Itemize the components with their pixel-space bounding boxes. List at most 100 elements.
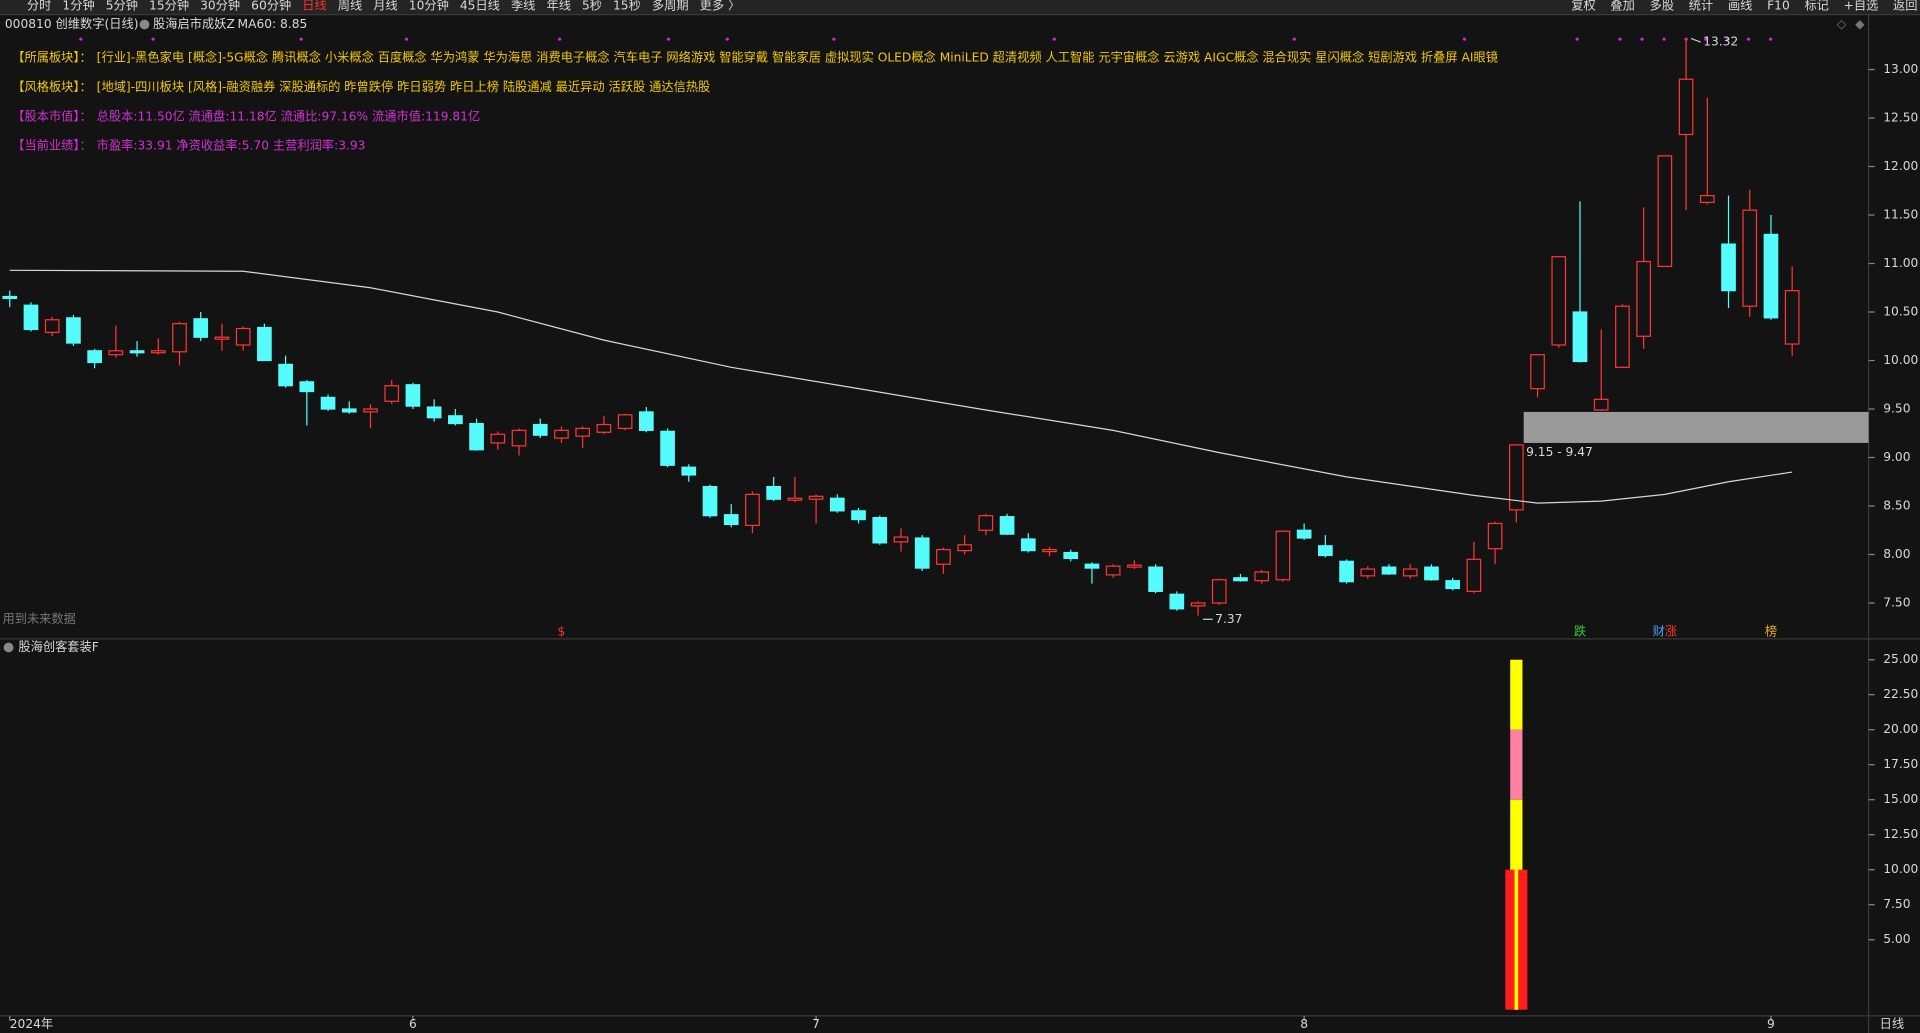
toolbar-item[interactable]: 周线 bbox=[338, 0, 362, 13]
candle-body bbox=[1636, 260, 1651, 337]
candle-body bbox=[320, 396, 336, 410]
candle-body bbox=[532, 423, 548, 436]
candle-body bbox=[405, 384, 421, 407]
signal-part: 财 bbox=[1653, 624, 1665, 638]
toolbar-item[interactable]: 更多 〉 bbox=[700, 0, 741, 13]
candle-body bbox=[766, 485, 782, 500]
y-tick-label: 20.00 bbox=[1883, 722, 1918, 736]
diamond-icon[interactable]: ◇ bbox=[1837, 17, 1847, 31]
candle-body bbox=[150, 350, 166, 354]
info-text: 市盈率:33.91 净资收益率:5.70 主营利润率:3.93 bbox=[97, 137, 366, 152]
toolbar-item[interactable]: 60分钟 bbox=[251, 0, 291, 13]
candle-body bbox=[2, 295, 18, 300]
toolbar-item[interactable]: 统计 bbox=[1689, 0, 1713, 13]
candle-body bbox=[172, 323, 187, 353]
toolbar-item[interactable]: 多周期 bbox=[652, 0, 689, 13]
signal-part: 跌 bbox=[1574, 623, 1586, 638]
toolbar-item[interactable]: F10 bbox=[1767, 0, 1790, 13]
candle-body bbox=[723, 514, 739, 526]
candle-body bbox=[660, 430, 675, 466]
toolbar-item[interactable]: 5分钟 bbox=[106, 0, 138, 13]
candle-body bbox=[1318, 545, 1333, 557]
signal-dot bbox=[79, 37, 83, 41]
signal-part: 涨 bbox=[1665, 623, 1677, 638]
candle-body bbox=[1169, 593, 1185, 610]
signal-dot bbox=[299, 37, 303, 41]
toolbar-item[interactable]: 45日线 bbox=[460, 0, 500, 13]
candle-body bbox=[638, 411, 654, 431]
toolbar-item[interactable]: 叠加 bbox=[1610, 0, 1634, 13]
candle-body bbox=[808, 495, 824, 500]
toolbar-item[interactable]: 返回 bbox=[1893, 0, 1917, 13]
candle-body bbox=[851, 510, 866, 521]
candle-body bbox=[1275, 530, 1291, 581]
toolbar-item[interactable]: 分时 bbox=[27, 0, 51, 13]
candle-body bbox=[341, 408, 357, 413]
toolbar-item[interactable]: 季线 bbox=[511, 0, 535, 13]
toolbar-item[interactable]: 多股 bbox=[1650, 0, 1674, 13]
signal-dot bbox=[1462, 37, 1467, 41]
toolbar-item[interactable]: 15秒 bbox=[613, 0, 641, 13]
x-tick-label: 2024年 bbox=[10, 1017, 53, 1031]
candle-body bbox=[384, 385, 400, 402]
candle-body bbox=[278, 363, 293, 387]
candle-body bbox=[1127, 564, 1142, 568]
y-tick-label: 10.00 bbox=[1883, 353, 1918, 367]
price-zone bbox=[1523, 411, 1869, 443]
future-data-note: 用到未来数据 bbox=[2, 611, 75, 626]
candle-body bbox=[1466, 558, 1482, 592]
candle-body bbox=[1339, 560, 1354, 583]
candle-body bbox=[575, 427, 591, 437]
info-line: 【股本市值】： 总股本:11.50亿 流通盘:11.18亿 流通比:97.16% … bbox=[12, 108, 480, 123]
candle-body bbox=[1508, 444, 1524, 511]
candle-body bbox=[957, 544, 972, 552]
candle-body bbox=[1360, 568, 1376, 577]
indicator-icon[interactable] bbox=[3, 642, 14, 653]
y-tick-label: 11.00 bbox=[1883, 256, 1918, 270]
stock-title: 000810 创维数字(日线) bbox=[5, 16, 139, 31]
info-line: 【当前业绩】： 市盈率:33.91 净资收益率:5.70 主营利润率:3.93 bbox=[12, 137, 365, 152]
candle-body bbox=[257, 326, 272, 362]
signal-dot bbox=[1726, 37, 1730, 41]
indicator-icon[interactable] bbox=[139, 19, 150, 30]
candle-body bbox=[426, 406, 442, 419]
toolbar-item[interactable]: 复权 bbox=[1571, 0, 1595, 13]
toolbar-item[interactable]: 标记 bbox=[1804, 0, 1828, 13]
toolbar-item[interactable]: 月线 bbox=[373, 0, 397, 13]
candle-body bbox=[617, 414, 633, 430]
toolbar-item[interactable]: 1分钟 bbox=[62, 0, 94, 13]
signal: 跌 bbox=[1574, 623, 1586, 638]
candle-body bbox=[1190, 602, 1206, 607]
zone-label: 9.15 - 9.47 bbox=[1526, 445, 1593, 459]
toolbar-item[interactable]: 5秒 bbox=[582, 0, 602, 13]
toolbar-item[interactable]: 10分钟 bbox=[409, 0, 449, 13]
candle-body bbox=[87, 350, 102, 364]
toolbar-item[interactable]: +自选 bbox=[1844, 0, 1879, 13]
candle-body bbox=[787, 497, 803, 501]
candle-body bbox=[702, 485, 718, 517]
y-tick-label: 12.00 bbox=[1883, 159, 1918, 173]
info-text: [地域]-四川板块 [风格]-融资融券 深股通标的 昨曾跌停 昨日弱势 昨日上榜… bbox=[97, 78, 711, 93]
candle-body bbox=[511, 429, 527, 447]
y-tick-label: 9.00 bbox=[1883, 450, 1910, 464]
toolbar-item[interactable]: 30分钟 bbox=[200, 0, 240, 13]
candle-body bbox=[1678, 78, 1694, 136]
candle-body bbox=[1084, 563, 1100, 569]
x-tick-label: 7 bbox=[812, 1017, 820, 1031]
candle-body bbox=[1445, 580, 1461, 590]
info-label: 【当前业绩】： bbox=[12, 137, 92, 152]
info-label: 【股本市值】： bbox=[12, 108, 92, 123]
indicator-bar bbox=[1510, 799, 1523, 870]
toolbar-item[interactable]: 15分钟 bbox=[149, 0, 189, 13]
menu-icon[interactable]: ◆ bbox=[1855, 17, 1865, 31]
signal-dot bbox=[1052, 37, 1056, 41]
candle-body bbox=[554, 429, 569, 439]
toolbar-item[interactable]: 画线 bbox=[1728, 0, 1752, 13]
candle-body bbox=[1020, 538, 1036, 552]
toolbar-item[interactable]: 日线 bbox=[302, 0, 326, 13]
low-label: 7.37 bbox=[1215, 612, 1242, 626]
candle-body bbox=[1551, 256, 1567, 346]
toolbar-item[interactable]: 年线 bbox=[546, 0, 570, 13]
signal: 财涨 bbox=[1653, 623, 1678, 638]
